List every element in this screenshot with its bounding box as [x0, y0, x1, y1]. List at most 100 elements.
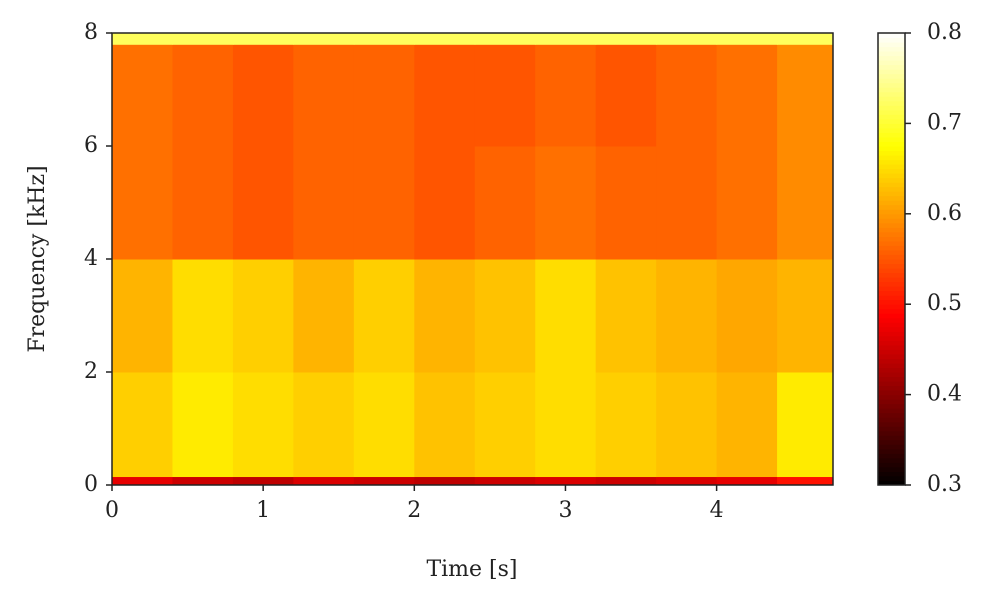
colorbar-segment: [878, 240, 905, 246]
colorbar-segment: [878, 64, 905, 70]
colorbar-segment: [878, 231, 905, 237]
x-tick-label: 2: [407, 498, 421, 523]
colorbar-segment: [878, 471, 905, 477]
colorbar-segment: [878, 281, 905, 287]
heatmap-cell: [293, 44, 355, 147]
colorbar-segment: [878, 249, 905, 255]
heatmap-cell: [595, 33, 657, 45]
colorbar-segment: [878, 168, 905, 174]
colorbar-segment: [878, 245, 905, 251]
colorbar-tick-label: 0.3: [927, 472, 962, 497]
colorbar-segment: [878, 164, 905, 170]
x-tick-label: 0: [105, 498, 119, 523]
heatmap-cell: [535, 372, 597, 478]
colorbar-segment: [878, 200, 905, 206]
colorbar-segment: [878, 209, 905, 215]
colorbar-segment: [878, 408, 905, 414]
colorbar-segment: [878, 236, 905, 242]
colorbar-segment: [878, 69, 905, 75]
colorbar-segment: [878, 390, 905, 396]
heatmap-cell: [112, 372, 173, 478]
colorbar-segment: [878, 349, 905, 355]
heatmap-cell: [474, 259, 536, 373]
colorbar-segment: [878, 335, 905, 341]
colorbar-segment: [878, 286, 905, 292]
y-tick-label: 2: [84, 359, 98, 384]
heatmap-cell: [716, 372, 778, 478]
colorbar-tick-label: 0.6: [927, 201, 962, 226]
colorbar-segment: [878, 372, 905, 378]
colorbar-segment: [878, 155, 905, 161]
colorbar-segment: [878, 100, 905, 106]
heatmap-cell: [172, 259, 234, 373]
heatmap-cell: [414, 33, 476, 45]
colorbar-tick-label: 0.8: [927, 20, 962, 45]
colorbar-segment: [878, 340, 905, 346]
heatmap-cell: [535, 476, 597, 486]
colorbar-segment: [878, 105, 905, 111]
y-tick-label: 6: [84, 133, 98, 158]
colorbar-segment: [878, 227, 905, 233]
colorbar-segment: [878, 91, 905, 97]
colorbar-segment: [878, 55, 905, 61]
heatmap-cell: [656, 146, 718, 260]
heatmap-cell: [595, 476, 657, 486]
colorbar-segment: [878, 453, 905, 459]
colorbar-segment: [878, 114, 905, 120]
heatmap-cell: [777, 259, 834, 373]
colorbar-segment: [878, 385, 905, 391]
colorbar-segment: [878, 132, 905, 138]
colorbar-segment: [878, 367, 905, 373]
colorbar-segment: [878, 177, 905, 183]
colorbar-segment: [878, 358, 905, 364]
x-tick-label: 3: [558, 498, 572, 523]
heatmap-cell: [293, 146, 355, 260]
heatmap-cell: [474, 476, 536, 486]
colorbar-segment: [878, 159, 905, 165]
colorbar-segment: [878, 222, 905, 228]
heatmap-cell: [414, 476, 476, 486]
colorbar-segment: [878, 313, 905, 319]
colorbar-segment: [878, 317, 905, 323]
colorbar-segment: [878, 73, 905, 79]
heatmap-cell: [716, 33, 778, 45]
heatmap-cell: [777, 146, 834, 260]
colorbar-segment: [878, 295, 905, 301]
heatmap-cell: [172, 33, 234, 45]
heatmap-cell: [112, 259, 173, 373]
y-axis-label: Frequency [kHz]: [25, 165, 50, 352]
heatmap-cell: [232, 44, 294, 147]
colorbar-segment: [878, 376, 905, 382]
colorbar-segment: [878, 322, 905, 328]
heatmap-cell: [293, 33, 355, 45]
colorbar-segment: [878, 435, 905, 441]
colorbar-segment: [878, 457, 905, 463]
heatmap-cell: [535, 44, 597, 147]
colorbar-segment: [878, 37, 905, 43]
colorbar-segment: [878, 403, 905, 409]
colorbar-segment: [878, 33, 905, 39]
colorbar-segment: [878, 462, 905, 468]
colorbar-segment: [878, 82, 905, 88]
colorbar-segment: [878, 308, 905, 314]
colorbar-segment: [878, 173, 905, 179]
colorbar-segment: [878, 475, 905, 481]
y-tick-label: 8: [84, 20, 98, 45]
colorbar-segment: [878, 331, 905, 337]
y-tick-label: 4: [84, 246, 98, 271]
heatmap-cell: [353, 33, 415, 45]
colorbar-segment: [878, 448, 905, 454]
colorbar-segment: [878, 51, 905, 57]
colorbar-segment: [878, 109, 905, 115]
heatmap-cell: [777, 372, 834, 478]
heatmap-cell: [232, 33, 294, 45]
heatmap-cell: [474, 44, 536, 147]
colorbar-segment: [878, 444, 905, 450]
heatmap-cell: [353, 259, 415, 373]
heatmap-cell: [656, 372, 718, 478]
colorbar-segment: [878, 186, 905, 192]
colorbar-segment: [878, 353, 905, 359]
colorbar-segment: [878, 204, 905, 210]
heatmap-cell: [414, 259, 476, 373]
